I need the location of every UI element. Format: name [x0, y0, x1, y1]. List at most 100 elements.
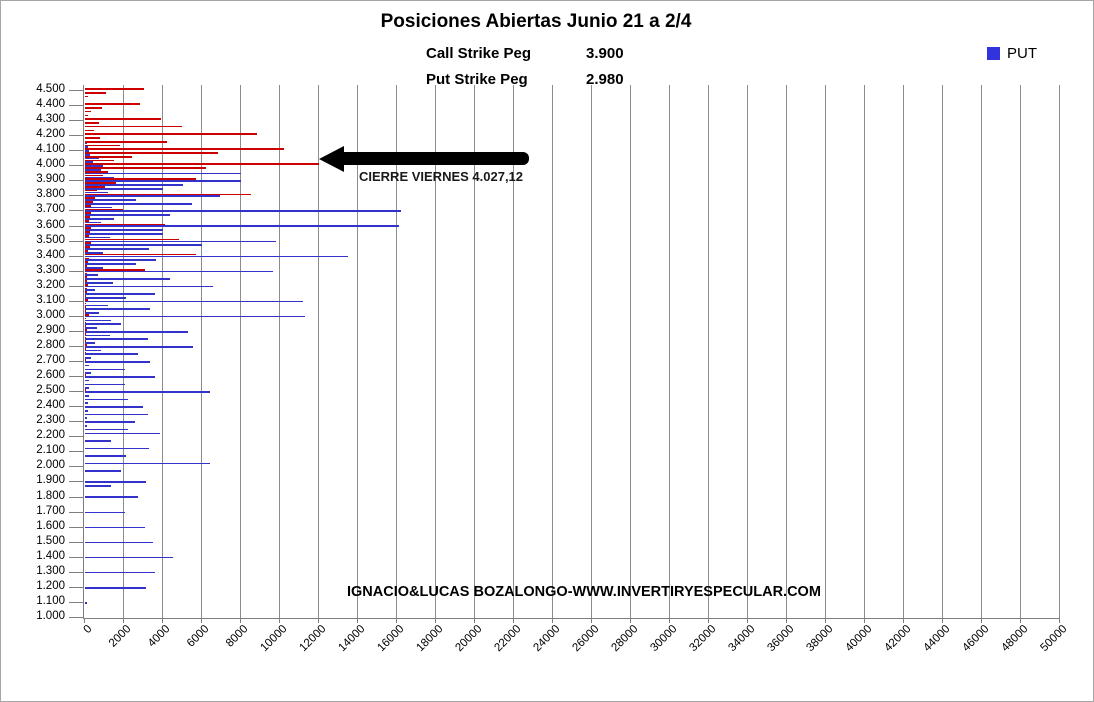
y-axis-tick	[69, 315, 84, 317]
bar-put	[85, 244, 202, 246]
gridline	[474, 85, 475, 618]
bar-put	[85, 180, 241, 182]
y-axis-label: 2.100	[36, 444, 65, 457]
gridline	[240, 85, 241, 618]
bar-put	[85, 432, 160, 435]
y-axis-tick	[69, 376, 84, 378]
bar-put	[85, 214, 170, 216]
bar-put	[85, 202, 193, 205]
bar-put	[85, 165, 103, 167]
bar-call	[85, 140, 167, 143]
x-axis-tick	[591, 618, 592, 623]
x-axis-tick	[1020, 618, 1021, 623]
y-axis-tick	[69, 361, 84, 363]
y-axis-tick	[69, 270, 84, 272]
bar-call	[85, 298, 88, 301]
y-axis-tick	[69, 165, 84, 167]
x-axis-tick	[903, 618, 904, 623]
x-axis-tick	[747, 618, 748, 623]
y-axis-tick	[69, 511, 84, 513]
bar-call	[85, 137, 100, 139]
y-axis-tick	[69, 436, 84, 438]
bar-call	[85, 344, 87, 346]
y-axis-label: 3.700	[36, 203, 65, 216]
y-axis-label: 3.100	[36, 293, 65, 306]
bar-call	[85, 106, 102, 109]
y-axis-tick	[69, 150, 84, 152]
gridline	[591, 85, 592, 618]
gridline	[942, 85, 943, 618]
bar-put	[85, 421, 135, 423]
bar-call	[85, 219, 89, 222]
bar-put	[85, 372, 91, 374]
x-axis-tick	[786, 618, 787, 623]
y-axis-label: 1.600	[36, 519, 65, 532]
legend: PUT	[987, 45, 1037, 62]
gridline	[903, 85, 904, 618]
bar-call	[85, 359, 86, 361]
bar-put	[85, 349, 101, 352]
y-axis-tick	[69, 496, 84, 498]
gridline	[708, 85, 709, 618]
bar-call	[85, 129, 94, 132]
bar-put	[85, 447, 149, 450]
bar-call	[85, 238, 179, 241]
bar-put	[85, 232, 163, 235]
bar-call	[85, 234, 89, 237]
y-axis-label: 1.200	[36, 579, 65, 592]
bar-put	[85, 511, 125, 514]
y-axis-label: 2.500	[36, 384, 65, 397]
bar-call	[85, 193, 251, 196]
bar-call	[85, 114, 88, 117]
put-legend-label: PUT	[1007, 45, 1037, 62]
x-axis-tick	[240, 618, 241, 623]
bar-put	[85, 353, 139, 356]
bar-put	[85, 556, 173, 559]
bar-put	[85, 402, 88, 405]
y-axis-tick	[69, 120, 84, 122]
put-strike-peg-row: Put Strike Peg 2.980	[1, 71, 1071, 88]
y-axis-label: 1.000	[36, 610, 65, 622]
bar-put	[85, 455, 126, 457]
bar-put	[85, 485, 111, 487]
bar-put	[85, 364, 89, 367]
bar-put	[85, 424, 87, 427]
bar-put	[85, 391, 210, 393]
bar-put	[85, 187, 163, 190]
bar-put	[85, 259, 157, 262]
gridline	[357, 85, 358, 618]
bar-call	[85, 272, 87, 275]
bar-put	[85, 221, 101, 224]
bar-put	[85, 157, 99, 160]
y-axis-tick	[69, 105, 84, 107]
x-axis-tick	[552, 618, 553, 623]
x-axis-tick	[474, 618, 475, 623]
bar-call	[85, 389, 86, 391]
bar-put	[85, 409, 88, 412]
bar-put	[85, 266, 103, 269]
gridline	[669, 85, 670, 618]
x-axis-tick	[825, 618, 826, 623]
y-axis-label: 1.300	[36, 564, 65, 577]
bar-call	[85, 125, 182, 128]
bar-put	[85, 304, 108, 307]
gridline	[123, 85, 124, 618]
y-axis-label: 2.800	[36, 338, 65, 351]
y-axis-tick	[69, 300, 84, 302]
bar-put	[85, 428, 129, 431]
y-axis-tick	[69, 330, 84, 332]
bar-put	[85, 172, 241, 175]
y-axis-tick	[69, 421, 84, 423]
bar-put	[85, 161, 93, 164]
bar-put	[85, 270, 274, 273]
bar-put	[85, 285, 213, 288]
y-axis-label: 3.900	[36, 173, 65, 186]
gridline	[630, 85, 631, 618]
y-axis-label: 2.000	[36, 459, 65, 472]
gridline	[747, 85, 748, 618]
gridline	[1020, 85, 1021, 618]
put-strike-peg-value: 2.980	[586, 71, 624, 88]
x-axis-tick	[318, 618, 319, 623]
x-axis-tick	[279, 618, 280, 623]
